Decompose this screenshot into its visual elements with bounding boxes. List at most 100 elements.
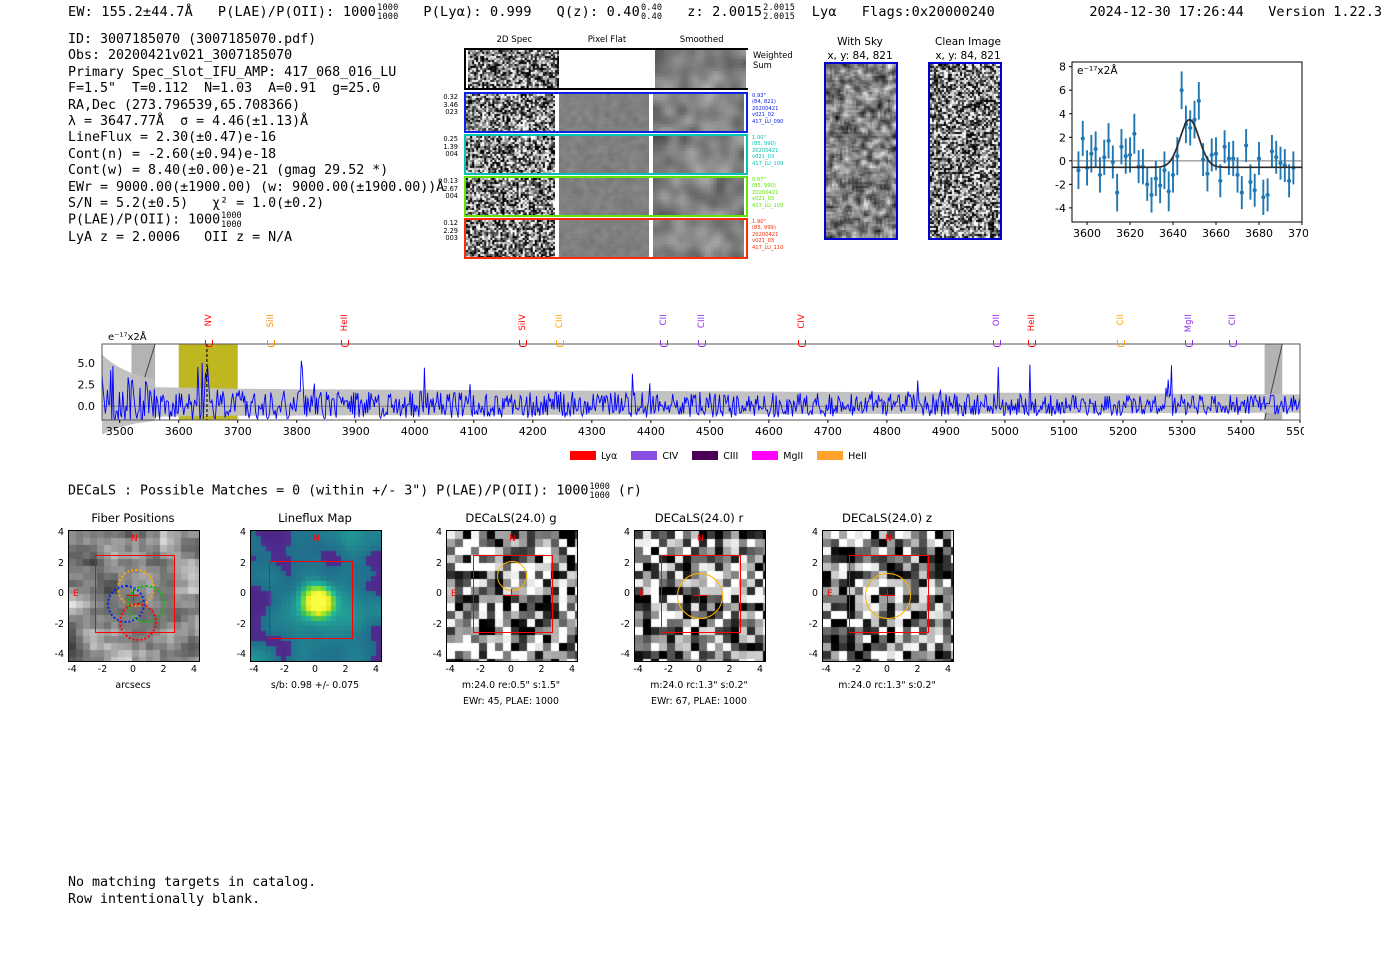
with-sky-subtitle: x, y: 84, 821 — [827, 50, 893, 62]
cutout-xtick-1-3: 2 — [342, 664, 349, 675]
fiber-row-2 — [464, 176, 748, 217]
info-line-id: ID: 3007185070 (3007185070.pdf) — [68, 32, 317, 47]
cutout-xlabel-0: arcsecs — [115, 680, 151, 691]
fiber-row-image-1 — [466, 136, 746, 173]
crosshair-v-4 — [887, 589, 889, 603]
emission-tick-1 — [267, 340, 276, 347]
weighted-sum-canvas-wrap — [466, 50, 750, 88]
svg-text:3900: 3900 — [342, 425, 370, 438]
cutout-xtick-2-3: 2 — [538, 664, 545, 675]
full-spectrum-svg: 0.0 2.5 5.0 3500 3600 3700 3800 3900 4000 4100 420… — [78, 330, 1315, 438]
emission-label-siii-1: SiII — [265, 314, 276, 328]
svg-text:4200: 4200 — [519, 425, 547, 438]
cutout-xtick-2-0: -4 — [445, 664, 455, 675]
svg-text:4900: 4900 — [932, 425, 960, 438]
cutout-ytick-0-4: 4 — [58, 527, 64, 538]
cutout-title-0: Fiber Positions — [91, 511, 175, 525]
line-fit-svg: -4 -2 0 2 4 6 8 3600 3620 3640 3660 3680 3700 e⁻¹⁷x2Å — [1055, 61, 1316, 240]
header-summary-line: EW: 155.2±44.7Å P(LAE)/P(OII): 10001000 1… — [68, 4, 995, 22]
weighted-sum-panel — [464, 48, 750, 90]
svg-text:4400: 4400 — [637, 425, 665, 438]
detection-info-block: ID: 3007185070 (3007185070.pdf) Obs: 202… — [68, 32, 444, 246]
spec2d-title-0: 2D Spec — [496, 35, 533, 45]
legend-item-heii: HeII — [817, 451, 867, 462]
emission-label-siiv-3: SiIV — [517, 314, 528, 331]
cutout-ytick-4-1: -2 — [808, 618, 818, 630]
info-line-specslot: Primary Spec_Slot_IFU_AMP: 417_068_016_L… — [68, 64, 397, 80]
fiber-row-image-2 — [466, 178, 746, 215]
cutout-caption2-2: EWr: 45, PLAE: 1000 — [463, 696, 559, 707]
cutout-xtick-3-2: 0 — [696, 664, 702, 675]
bottom-note: No matching targets in catalog. Row inte… — [68, 875, 317, 907]
cutout-xtick-4-1: -2 — [851, 664, 862, 675]
cutout-xtick-4-3: 2 — [914, 664, 921, 675]
info-line-plae: P(LAE)/P(OII): 10001000 1000 — [68, 211, 242, 231]
svg-text:3700: 3700 — [1288, 227, 1308, 240]
emission-label-ciii-4: CIII — [554, 314, 565, 329]
cutout-ytick-1-3: 2 — [240, 557, 246, 569]
svg-text:8: 8 — [1059, 61, 1066, 74]
svg-text:4800: 4800 — [873, 425, 901, 438]
emission-line-fit-plot: -4 -2 0 2 4 6 8 3600 3620 3640 3660 3680 3700 e⁻¹⁷x2Å — [1032, 52, 1316, 248]
cutout-xtick-0-2: 0 — [130, 664, 136, 675]
compass-east-0: E — [73, 589, 79, 599]
crosshair-v-2 — [511, 589, 513, 603]
compass-north-0: N — [131, 534, 138, 544]
legend-label-mgii: MgII — [783, 451, 804, 462]
fiber-circle-3 — [119, 603, 157, 641]
info-line-obs: Obs: 20200421v021_3007185070 — [68, 48, 293, 64]
cutout-xtick-3-3: 2 — [726, 664, 733, 675]
header-plae-label: P(LAE)/P(OII): 1000 — [217, 4, 377, 20]
cutout-ytick-3-1: -2 — [620, 618, 630, 630]
fiber-row-right-labels-2: 0.67" (85, 990) 20200421 v021_03 417_LU_109 — [752, 177, 784, 209]
clean-image-subtitle: x, y: 84, 821 — [935, 50, 1001, 62]
spec2d-title-1: Pixel Flat — [587, 35, 627, 45]
svg-text:e⁻¹⁷x2Å: e⁻¹⁷x2Å — [108, 330, 147, 343]
cutout-caption1-4: m:24.0 rc:1.3" s:0.2" — [838, 680, 936, 691]
emission-label-cii-5: CII — [657, 314, 668, 326]
emission-tick-7 — [798, 340, 807, 347]
emission-tick-9 — [1028, 340, 1037, 347]
header-version: Version 1.22.3 — [1268, 4, 1382, 20]
header-z: z: 2.0015 — [687, 4, 763, 20]
emission-label-nv-0: NV — [203, 314, 214, 327]
cutout-ytick-1-4: 4 — [240, 527, 246, 538]
svg-text:5500: 5500 — [1286, 425, 1304, 438]
cutout-ytick-2-1: -2 — [432, 618, 442, 630]
legend-swatch-civ — [631, 451, 658, 460]
emission-label-heii-9: HeII — [1026, 314, 1037, 332]
fiber-row-right-labels-1: 1.00" (85, 990) 20200421 v021_03 417_LU_109 — [752, 135, 784, 167]
info-line-ewr: EWr = 9000.00(±1900.00) (w: 9000.00(±190… — [68, 179, 445, 195]
legend-label-heii: HeII — [848, 451, 867, 462]
compass-north-4: N — [885, 534, 892, 544]
svg-text:0: 0 — [1059, 155, 1066, 168]
header-ew: EW: 155.2±44.7Å — [68, 4, 193, 20]
emission-label-ciii-6: CIII — [696, 314, 706, 329]
info-line-contw: Cont(w) = 8.40(±0.00)e-21 (gmag 29.52 *) — [68, 163, 389, 179]
header-plya: P(Lyα): 0.999 — [423, 4, 532, 20]
cutout-xtick-1-4: 4 — [373, 664, 379, 675]
cutout-panel-1: N — [250, 530, 382, 662]
cutout-caption1-2: m:24.0 re:0.5" s:1.5" — [461, 680, 561, 691]
info-line-contn: Cont(n) = -2.60(±0.94)e-18 — [68, 146, 277, 162]
emission-tick-3 — [519, 340, 528, 347]
emission-tick-10 — [1117, 340, 1125, 347]
cutout-ytick-4-3: 2 — [812, 557, 818, 569]
svg-text:5100: 5100 — [1050, 425, 1078, 438]
decals-suffix: (r) — [617, 483, 642, 499]
cutout-ytick-2-0: -4 — [432, 649, 442, 660]
compass-north-3: N — [697, 534, 704, 544]
clean-image-panel — [928, 62, 1002, 240]
compass-north-2: N — [509, 534, 516, 544]
svg-text:5.0: 5.0 — [78, 357, 96, 370]
cutout-title-4: DECaLS(24.0) z — [842, 511, 932, 525]
legend-swatch-ciii — [692, 451, 719, 460]
legend-label-civ: CIV — [662, 451, 679, 462]
weighted-sum-label: Weighted Sum — [753, 50, 793, 70]
svg-text:4100: 4100 — [460, 425, 488, 438]
cutout-ytick-3-4: 4 — [624, 527, 630, 538]
aperture-circle-4 — [865, 573, 911, 619]
header-z-fraction: 2.0015 2.0015 — [763, 3, 796, 22]
emission-tick-0 — [205, 340, 214, 347]
